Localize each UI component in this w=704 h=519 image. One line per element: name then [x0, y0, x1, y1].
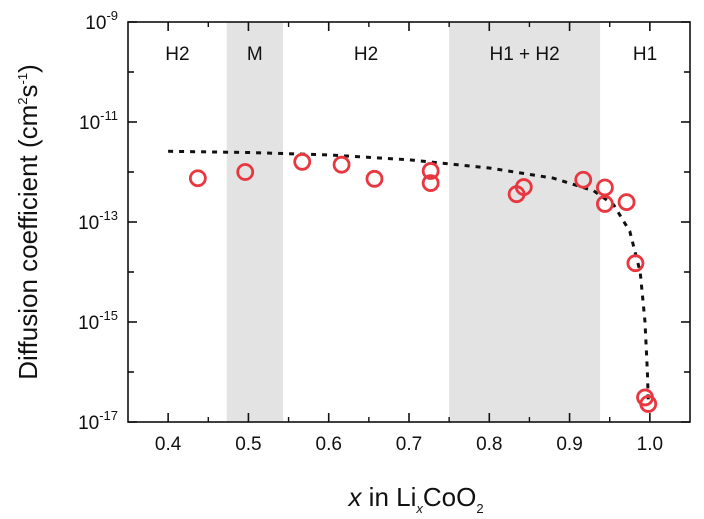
x-tick-label: 0.5	[235, 434, 261, 455]
x-axis-title: x in LixCoO2	[346, 482, 483, 516]
y-tick-exp: -17	[99, 408, 118, 423]
data-point-5	[421, 162, 440, 180]
y-tick-label: 10-11	[79, 108, 118, 134]
y-tick-base: 10	[79, 113, 100, 134]
y-tick-base: 10	[78, 313, 99, 334]
y-tick-base: 10	[78, 413, 99, 434]
data-point-3	[332, 155, 351, 174]
y-tick-label: 10-17	[78, 408, 118, 434]
x-axis-title-var: x	[346, 482, 362, 512]
x-tick-label: 0.9	[556, 434, 582, 455]
data-point-8	[514, 178, 533, 196]
y-tick-label: 10-9	[85, 8, 118, 34]
y-tick-label: 10-15	[78, 308, 118, 334]
y-axis-title: Diffusion coefficient (cm2s-1)	[13, 64, 43, 380]
y-axis-title-sup1: 2	[15, 97, 30, 104]
phase-label-3: H1 + H2	[489, 44, 559, 65]
data-point-4	[365, 169, 384, 188]
data-point-12	[617, 193, 636, 212]
y-tick-exp: -13	[99, 208, 118, 223]
y-tick-exp: -15	[99, 308, 118, 323]
data-point-0	[188, 169, 207, 188]
y-tick-label: 10-13	[78, 208, 118, 234]
data-point-6	[421, 174, 440, 192]
x-tick-labels: 0.4 0.5 0.6 0.7 0.8 0.9 1.0	[155, 434, 663, 455]
axis-ticks	[128, 21, 690, 423]
x-axis-title-mid: in Li	[361, 482, 416, 512]
y-tick-base: 10	[78, 213, 99, 234]
x-tick-label: 0.7	[396, 434, 422, 455]
phase-label-2: H2	[354, 44, 378, 65]
data-point-1	[236, 163, 255, 181]
y-tick-base: 10	[85, 13, 106, 34]
data-point-13	[626, 254, 645, 273]
phase-label-4: H1	[633, 44, 657, 65]
y-axis-title-mid: s	[13, 84, 43, 97]
x-tick-label: 1.0	[637, 434, 663, 455]
phase-shade-1	[226, 22, 283, 422]
y-axis-title-main: Diffusion coefficient (cm	[13, 105, 43, 380]
data-point-10	[595, 178, 614, 197]
data-point-2	[293, 152, 312, 171]
x-tick-label: 0.6	[316, 434, 342, 455]
phase-shading	[226, 22, 601, 422]
data-point-11	[595, 195, 614, 213]
plot-frame	[127, 21, 691, 423]
phase-shade-3	[449, 22, 601, 422]
x-axis-title-mid2: CoO	[423, 482, 476, 512]
x-tick-label: 0.4	[155, 434, 182, 455]
y-tick-exp: -9	[106, 8, 118, 23]
data-points	[188, 152, 658, 413]
phase-label-1: M	[247, 44, 263, 65]
data-point-15	[639, 395, 658, 413]
fit-curve	[168, 149, 650, 403]
y-axis-title-sup2: -1	[15, 73, 30, 85]
x-axis-title-sub1: x	[415, 501, 423, 516]
x-axis-title-sub2: 2	[476, 501, 483, 516]
phase-labels: H2 M H2 H1 + H2 H1	[165, 44, 657, 65]
x-tick-label: 0.8	[476, 434, 502, 455]
phase-label-0: H2	[165, 44, 189, 65]
y-tick-exp: -11	[100, 108, 118, 123]
data-point-9	[574, 170, 593, 189]
y-axis-title-end: )	[13, 64, 43, 73]
